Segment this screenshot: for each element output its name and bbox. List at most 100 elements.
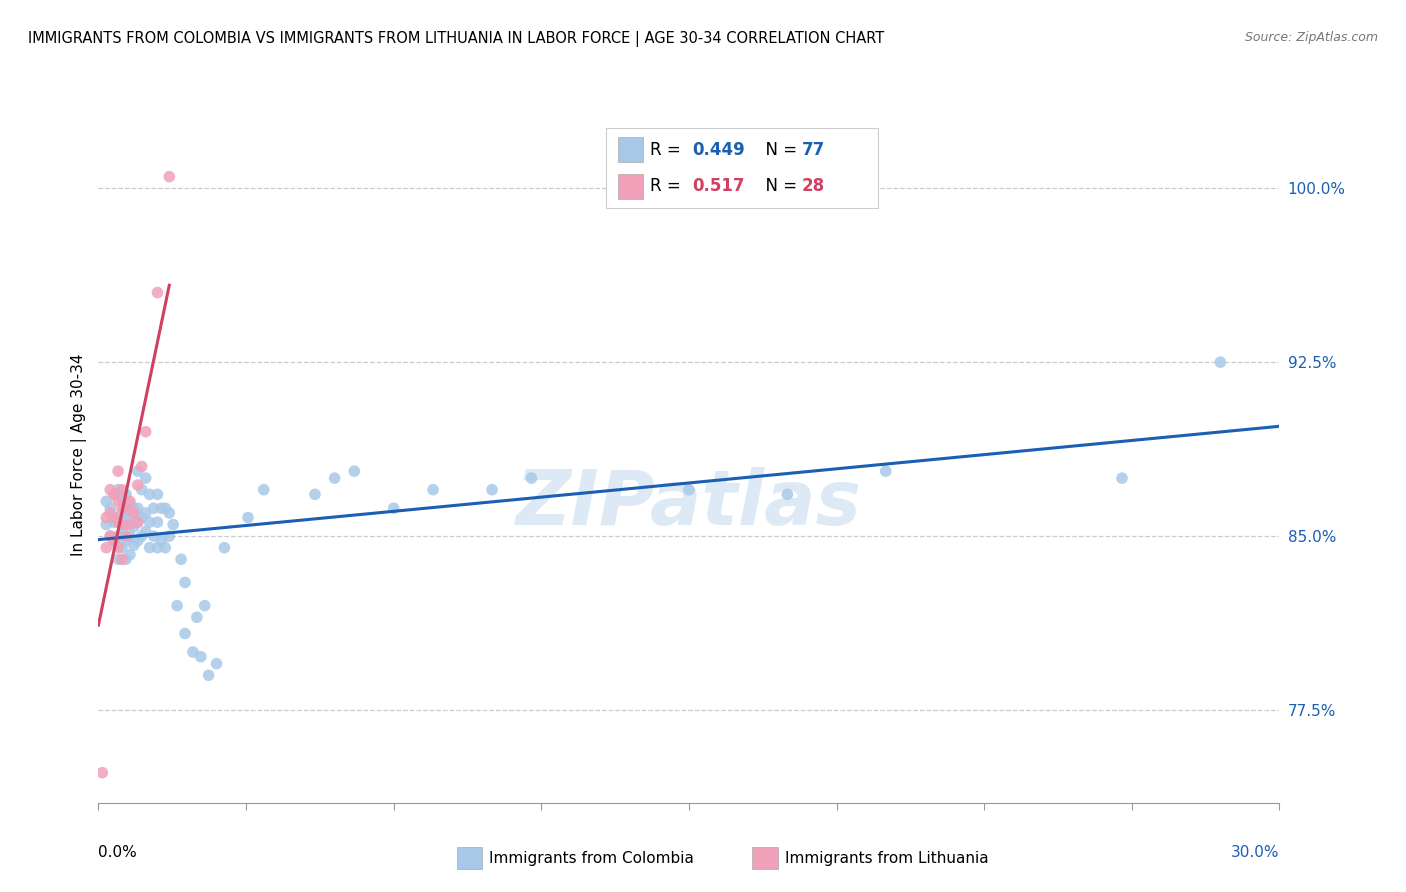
Point (118, 510, 141, 524)
Point (115, 533, 138, 548)
Point (127, 478, 149, 492)
Point (127, 515, 149, 529)
Point (343, 464, 366, 478)
Point (91, 765, 114, 780)
Point (111, 483, 134, 497)
Point (103, 487, 125, 501)
Text: IMMIGRANTS FROM COLOMBIA VS IMMIGRANTS FROM LITHUANIA IN LABOR FORCE | AGE 30-34: IMMIGRANTS FROM COLOMBIA VS IMMIGRANTS F… (28, 31, 884, 47)
Point (118, 529, 141, 543)
Point (150, 533, 173, 548)
Point (107, 510, 129, 524)
Point (131, 459, 153, 474)
Point (107, 483, 129, 497)
Text: N =: N = (755, 178, 803, 195)
Point (142, 501, 165, 516)
Point (118, 548, 141, 562)
Point (166, 599, 188, 613)
Point (181, 645, 204, 659)
Point (127, 464, 149, 478)
Point (111, 501, 134, 516)
Point (127, 515, 149, 529)
Point (103, 515, 125, 529)
Point (98, 501, 121, 516)
Point (135, 506, 157, 520)
Text: ZIPatlas: ZIPatlas (516, 467, 862, 541)
Point (96, 541, 118, 555)
Point (382, 501, 405, 516)
Point (115, 552, 138, 566)
Text: 77: 77 (801, 141, 825, 159)
Point (135, 524, 157, 539)
Point (103, 510, 125, 524)
Text: N =: N = (755, 141, 803, 159)
Point (115, 517, 138, 532)
Point (323, 471, 346, 485)
Point (875, 464, 897, 478)
Point (122, 501, 145, 516)
Point (157, 506, 180, 520)
Point (155, 501, 177, 516)
Point (138, 487, 160, 501)
Point (107, 494, 129, 508)
Point (131, 483, 153, 497)
Point (174, 575, 197, 590)
Point (146, 285, 169, 300)
Point (1209, 355, 1232, 369)
Point (111, 541, 134, 555)
Point (111, 491, 134, 506)
Point (115, 506, 138, 520)
Point (103, 487, 125, 501)
Point (107, 464, 129, 478)
Point (98, 529, 121, 543)
Point (118, 497, 141, 511)
Point (111, 506, 134, 520)
Point (157, 169, 180, 184)
Point (131, 529, 153, 543)
Point (115, 487, 138, 501)
Point (253, 483, 276, 497)
Point (98, 529, 121, 543)
Point (481, 483, 503, 497)
Point (111, 524, 134, 539)
Point (122, 520, 145, 534)
Text: Immigrants from Colombia: Immigrants from Colombia (489, 851, 695, 865)
Point (194, 599, 217, 613)
Point (146, 487, 169, 501)
Point (115, 501, 138, 516)
Point (146, 541, 169, 555)
Point (236, 510, 259, 524)
Point (138, 515, 160, 529)
Point (520, 471, 543, 485)
Point (107, 515, 129, 529)
Point (122, 538, 145, 552)
Point (162, 517, 184, 532)
Text: 0.0%: 0.0% (98, 845, 138, 860)
Point (131, 510, 153, 524)
Point (150, 501, 173, 516)
Point (98, 483, 121, 497)
Point (98, 506, 121, 520)
Point (146, 515, 169, 529)
Point (678, 483, 700, 497)
Point (186, 610, 208, 624)
Point (115, 529, 138, 543)
Text: 0.449: 0.449 (692, 141, 745, 159)
Point (304, 487, 326, 501)
Point (111, 517, 134, 532)
Point (107, 541, 129, 555)
Text: R =: R = (650, 141, 686, 159)
Point (118, 494, 141, 508)
Point (170, 552, 193, 566)
Point (103, 533, 125, 548)
Point (142, 529, 165, 543)
Point (122, 506, 145, 520)
Y-axis label: In Labor Force | Age 30-34: In Labor Force | Age 30-34 (72, 353, 87, 557)
Point (135, 471, 157, 485)
Point (174, 626, 197, 640)
Point (135, 425, 157, 439)
Text: 0.517: 0.517 (692, 178, 745, 195)
Point (422, 483, 444, 497)
Point (138, 541, 160, 555)
Point (190, 649, 212, 664)
Text: Immigrants from Lithuania: Immigrants from Lithuania (785, 851, 988, 865)
